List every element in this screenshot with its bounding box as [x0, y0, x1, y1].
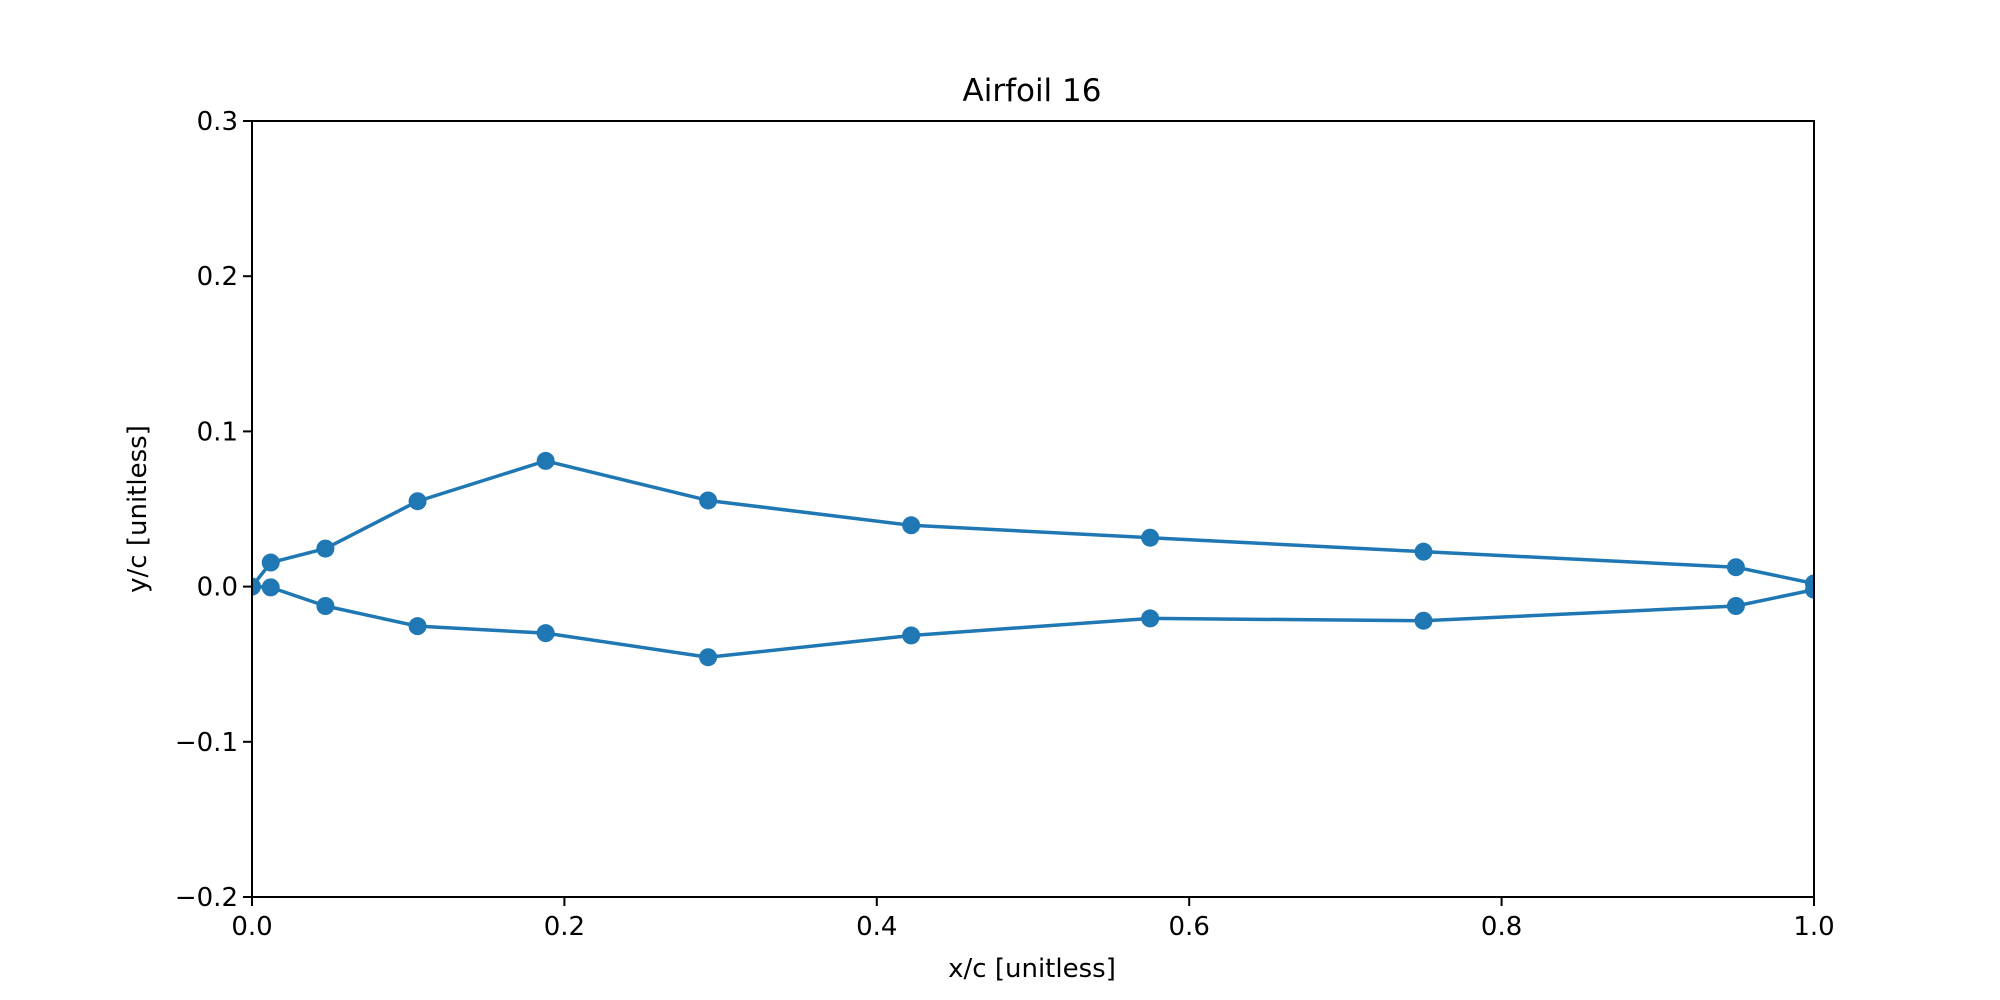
- airfoil-point: [261, 553, 280, 572]
- chart-title: Airfoil 16: [963, 73, 1102, 109]
- y-axis-label: y/c [unitless]: [123, 425, 153, 593]
- airfoil-point: [1726, 597, 1745, 615]
- airfoil-point: [1805, 580, 1814, 599]
- airfoil-point: [536, 451, 555, 470]
- x-tick-label: 0.6: [1169, 912, 1210, 942]
- airfoil-point: [902, 626, 921, 645]
- airfoil-series: [252, 451, 1814, 667]
- plot-frame: [251, 120, 1815, 898]
- x-tick-label: 0.0: [231, 912, 272, 942]
- y-axis: −0.2 −0.1 0.0 0.1 0.2 0.3: [175, 107, 252, 913]
- airfoil-outline-line: [252, 459, 1814, 659]
- airfoil-point: [902, 516, 921, 535]
- airfoil-point: [316, 539, 335, 558]
- y-tick-label: 0.2: [197, 262, 238, 292]
- airfoil-point: [699, 648, 718, 667]
- airfoil-point: [316, 597, 335, 615]
- airfoil-point: [699, 491, 718, 510]
- airfoil-point: [408, 617, 427, 636]
- airfoil-point: [1726, 558, 1745, 577]
- airfoil-point: [1141, 528, 1160, 547]
- airfoil-point: [252, 577, 261, 596]
- x-tick-label: 0.2: [544, 912, 585, 942]
- x-tick-label: 1.0: [1793, 912, 1834, 942]
- x-axis-label: x/c [unitless]: [948, 954, 1116, 984]
- airfoil-point: [536, 624, 555, 643]
- x-tick-label: 0.8: [1481, 912, 1522, 942]
- airfoil-point: [1141, 609, 1160, 628]
- plot-area: [252, 451, 1814, 667]
- x-axis: 0.0 0.2 0.4 0.6 0.8 1.0: [231, 897, 1835, 942]
- y-tick-label: 0.1: [197, 417, 238, 447]
- y-tick-label: 0.0: [197, 573, 238, 603]
- y-tick-label: −0.2: [175, 883, 238, 913]
- y-tick-label: 0.3: [197, 107, 238, 137]
- airfoil-point: [1414, 611, 1433, 630]
- airfoil-point: [408, 492, 427, 511]
- y-tick-label: −0.1: [175, 728, 238, 758]
- airfoil-point: [1414, 542, 1433, 561]
- airfoil-point: [261, 578, 280, 597]
- x-tick-label: 0.4: [856, 912, 897, 942]
